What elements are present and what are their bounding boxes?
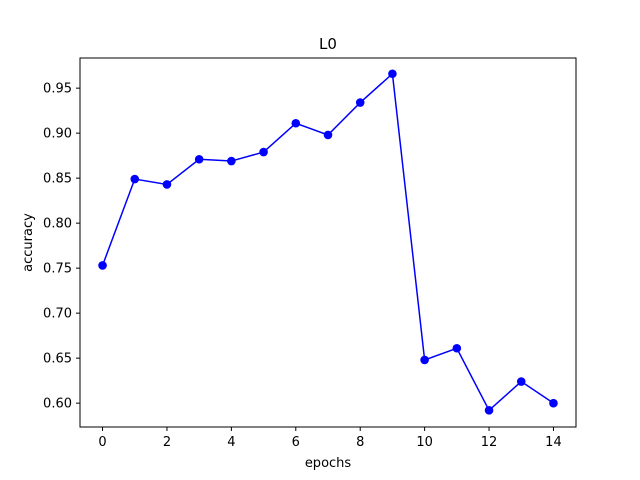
y-tick-label: 0.80: [43, 217, 72, 232]
y-tick-label: 0.70: [43, 307, 72, 322]
data-point: [227, 156, 236, 166]
x-axis-label: epochs: [305, 456, 352, 471]
data-point: [162, 180, 172, 189]
x-tick-label: 12: [481, 435, 498, 450]
y-tick-label: 0.95: [43, 82, 72, 97]
x-tick-label: 10: [416, 435, 433, 450]
y-axis-label: accuracy: [21, 213, 36, 272]
data-point: [291, 118, 301, 128]
y-tick-label: 0.90: [43, 127, 72, 142]
y-tick-label: 0.85: [43, 172, 72, 187]
y-tick-label: 0.75: [43, 262, 72, 277]
y-axis: 0.60 0.65 0.70 0.75 0.80 0.85 0.90 0.95: [43, 82, 80, 412]
data-point: [452, 343, 462, 353]
x-tick-label: 2: [163, 435, 171, 450]
data-point: [98, 261, 107, 270]
data-point: [194, 154, 204, 164]
data-point: [259, 147, 268, 157]
data-point: [388, 69, 397, 79]
data-point: [130, 174, 140, 184]
y-tick-label: 0.60: [43, 397, 72, 412]
chart-title: L0: [319, 35, 337, 53]
plot-frame: [79, 57, 577, 428]
series-layer: [98, 69, 558, 415]
y-tick-label: 0.65: [43, 352, 72, 367]
data-point: [420, 355, 429, 365]
x-tick-label: 4: [227, 435, 235, 450]
data-point: [323, 130, 333, 140]
x-tick-label: 14: [545, 435, 562, 450]
x-tick-label: 6: [292, 435, 300, 450]
x-tick-label: 0: [98, 435, 106, 450]
plot-area: [79, 57, 577, 428]
data-point: [516, 377, 526, 386]
data-point: [355, 98, 365, 107]
x-axis: 0 2 4 6 8 10 12 14: [98, 427, 562, 450]
data-point: [549, 398, 558, 408]
x-tick-label: 8: [356, 435, 364, 450]
data-point: [484, 406, 494, 415]
